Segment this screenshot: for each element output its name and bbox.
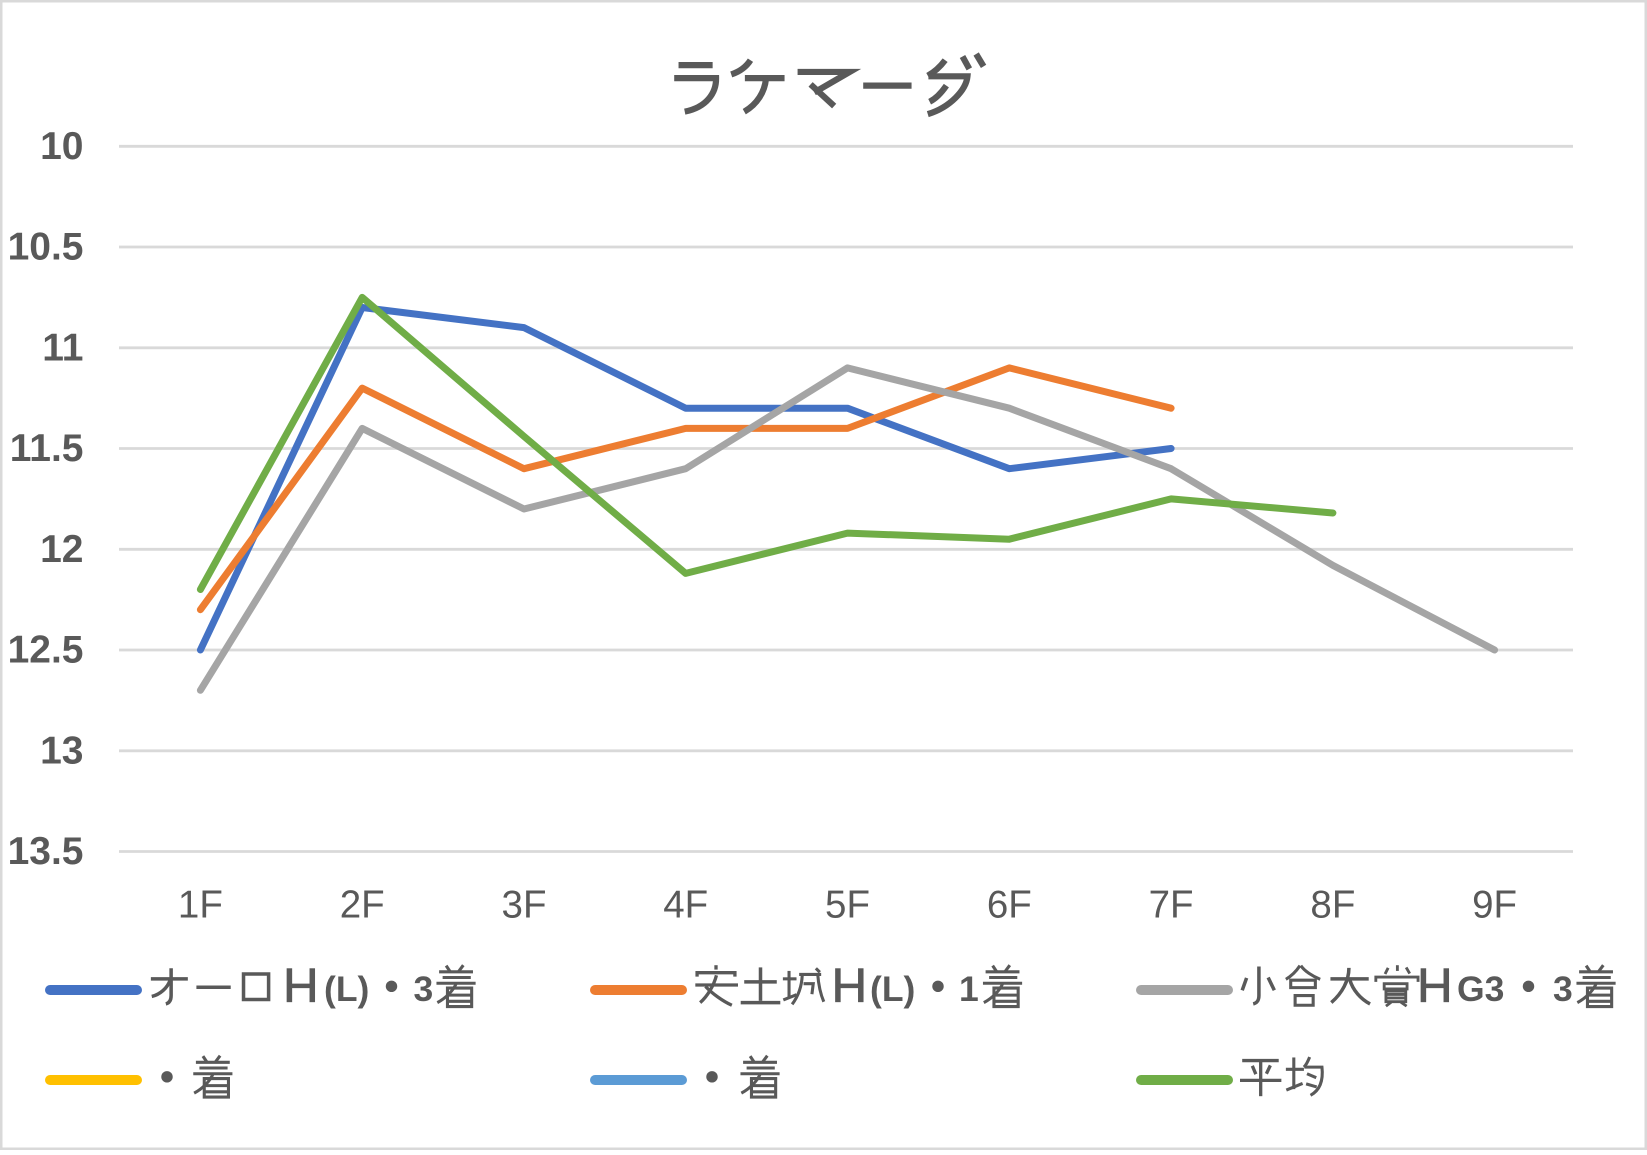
svg-text:G3: G3	[1457, 969, 1504, 1009]
svg-text:12.5: 12.5	[8, 629, 84, 672]
svg-text:10.5: 10.5	[8, 226, 84, 269]
svg-text:13.5: 13.5	[8, 830, 84, 873]
svg-text:3: 3	[1553, 969, 1573, 1009]
svg-text:6F: 6F	[987, 884, 1032, 927]
svg-text:2F: 2F	[340, 884, 385, 927]
svg-text:12: 12	[40, 528, 83, 571]
svg-text:7F: 7F	[1149, 884, 1194, 927]
svg-text:11: 11	[42, 327, 83, 370]
svg-text:11.5: 11.5	[10, 427, 84, 470]
svg-text:1: 1	[959, 969, 979, 1009]
svg-text:3: 3	[414, 969, 434, 1009]
svg-text:3F: 3F	[502, 884, 547, 927]
svg-text:13: 13	[40, 730, 83, 773]
svg-text:10: 10	[40, 125, 83, 168]
svg-text:8F: 8F	[1310, 884, 1355, 927]
svg-text:(L): (L)	[870, 969, 915, 1009]
svg-text:5F: 5F	[825, 884, 870, 927]
svg-text:9F: 9F	[1472, 884, 1517, 927]
svg-text:(L): (L)	[324, 969, 369, 1009]
svg-text:1F: 1F	[178, 884, 223, 927]
svg-text:4F: 4F	[663, 884, 708, 927]
